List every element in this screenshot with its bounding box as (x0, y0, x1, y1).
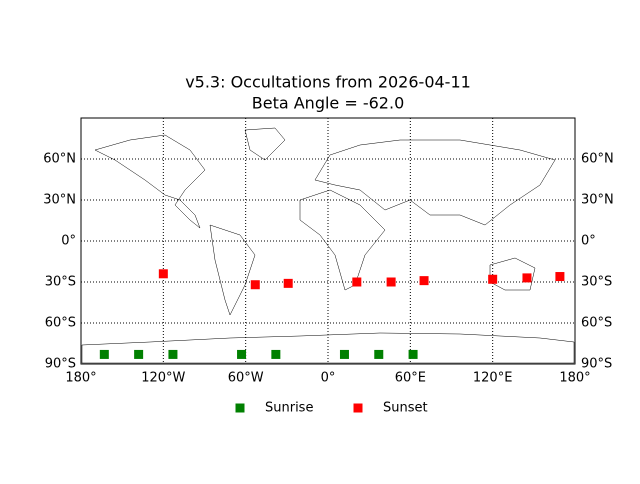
marker (271, 349, 281, 359)
legend-label: Sunset (383, 401, 428, 416)
y-tick-label-right: 60°S (581, 316, 612, 331)
marker (250, 280, 260, 290)
marker (419, 276, 429, 286)
x-tick-label: 120°W (141, 371, 185, 386)
marker (488, 274, 498, 284)
y-tick-label: 60°S (45, 316, 76, 331)
legend-marker (235, 403, 245, 413)
marker (134, 349, 144, 359)
marker (283, 278, 293, 288)
y-tick-label: 90°S (45, 357, 76, 372)
marker (374, 349, 384, 359)
x-tick-label: 60°W (228, 371, 264, 386)
marker (555, 272, 565, 282)
chart-title: v5.3: Occultations from 2026-04-11 (185, 73, 471, 92)
y-tick-label: 30°N (43, 193, 76, 208)
x-tick-label: 180° (65, 371, 96, 386)
x-tick-label: 0° (321, 371, 336, 386)
marker (386, 277, 396, 287)
legend-label: Sunrise (265, 401, 313, 416)
y-tick-label-right: 30°S (581, 275, 612, 290)
x-tick-label: 180° (559, 371, 590, 386)
y-tick-label-right: 30°N (581, 193, 614, 208)
y-tick-label: 30°S (45, 275, 76, 290)
legend-marker (353, 403, 363, 413)
y-tick-label-right: 90°S (581, 357, 612, 372)
marker (522, 273, 532, 283)
marker (408, 349, 418, 359)
y-tick-label-right: 60°N (581, 152, 614, 167)
marker (352, 277, 362, 287)
marker (339, 349, 349, 359)
y-tick-label: 0° (61, 234, 76, 249)
marker (158, 269, 168, 279)
y-tick-label: 60°N (43, 152, 76, 167)
y-tick-label-right: 0° (581, 234, 596, 249)
x-tick-label: 120°E (473, 371, 513, 386)
x-tick-label: 60°E (395, 371, 426, 386)
marker (168, 349, 178, 359)
marker (99, 349, 109, 359)
coastlines (81, 127, 575, 364)
marker (237, 349, 247, 359)
chart-subtitle: Beta Angle = -62.0 (252, 94, 405, 113)
